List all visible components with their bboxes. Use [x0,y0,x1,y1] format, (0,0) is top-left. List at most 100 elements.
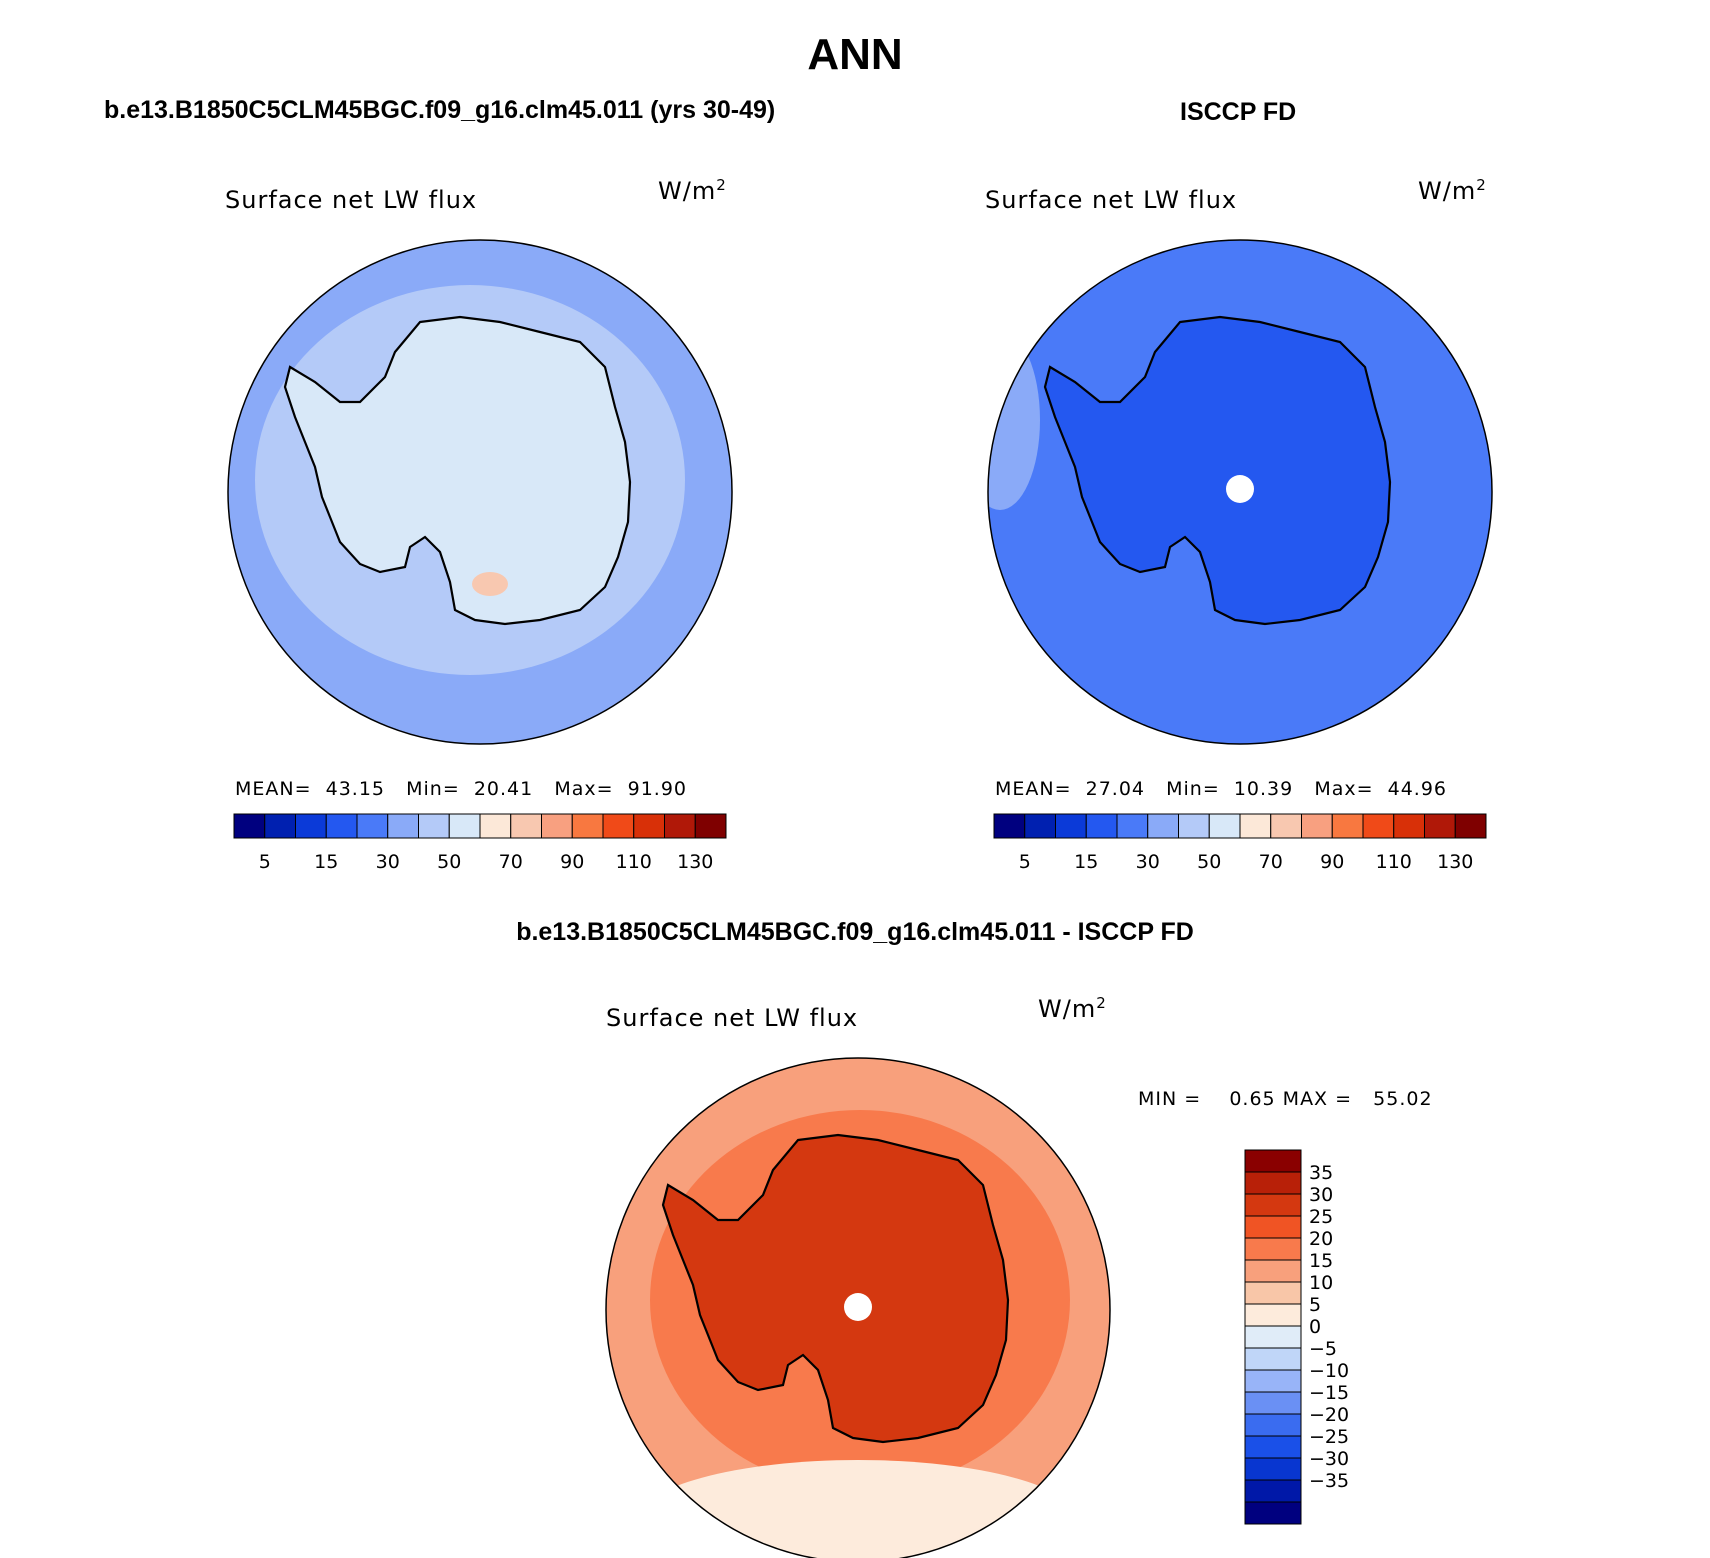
model-coastline [283,315,632,626]
colorbar-swatch [1244,1347,1302,1371]
colorbar-tick-label: 20 [1309,1228,1333,1250]
colorbar-swatch [510,813,542,839]
colorbar-swatch [418,813,450,839]
colorbar-swatch [1244,1171,1302,1195]
colorbar-swatch [1244,1149,1302,1173]
colorbar-swatch [479,813,512,839]
colorbar-tick-label: −25 [1309,1426,1349,1448]
colorbar-swatch [1454,813,1487,839]
colorbar-tick-label: −20 [1309,1404,1349,1426]
obs-coastline [1043,315,1392,626]
colorbar-tick-label: 35 [1309,1162,1333,1184]
model-case-title: b.e13.B1850C5CLM45BGC.f09_g16.clm45.011 … [104,96,776,124]
diff-panel-title: Surface net LW flux [606,1004,859,1032]
colorbar-tick-label: −35 [1309,1470,1349,1492]
colorbar-tick-label: −15 [1309,1382,1349,1404]
colorbar-swatch [1244,1325,1302,1349]
colorbar-swatch [1424,813,1456,839]
colorbar-swatch [1147,813,1179,839]
colorbar-tick-label: 15 [1309,1250,1333,1272]
diff-antarctica-field [663,1135,1008,1442]
model-stats: MEAN= 43.15 Min= 20.41 Max= 91.90 [235,778,688,800]
colorbar-tick-label: −5 [1309,1338,1337,1360]
model-units: W/m2 [658,176,727,205]
obs-pole-hole [1226,475,1254,503]
colorbar-tick-label: 30 [376,851,400,873]
colorbar-swatch [1055,813,1087,839]
diff-map [606,1058,1110,1558]
difference-title: b.e13.B1850C5CLM45BGC.f09_g16.clm45.011 … [516,918,1194,946]
colorbar-swatch [664,813,696,839]
colorbar-swatch [1244,1435,1302,1459]
colorbar-swatch [233,813,266,839]
colorbar-swatch [1239,813,1272,839]
obs-panel-title: Surface net LW flux [985,186,1238,214]
colorbar-swatch [295,813,327,839]
colorbar-swatch [1244,1479,1302,1503]
colorbar-tick-label: 130 [677,851,713,873]
colorbar-tick-label: 70 [1259,851,1283,873]
colorbar-swatch [1244,1215,1302,1239]
colorbar-tick-label: 15 [314,851,338,873]
colorbar-swatch [1244,1303,1302,1327]
colorbar-swatch [1301,813,1333,839]
colorbar-swatch [1270,813,1302,839]
colorbar-tick-label: 130 [1437,851,1473,873]
model-panel-title: Surface net LW flux [225,186,478,214]
obs-colorbar: 5 15 30 50 70 90 110 130 [993,813,1487,873]
colorbar-tick-label: 30 [1136,851,1160,873]
colorbar-tick-label: 5 [1019,851,1031,873]
obs-light-band [988,330,1040,510]
page-title: ANN [807,30,903,79]
colorbar-swatch [1116,813,1149,839]
obs-map-border [987,239,1493,745]
colorbar-tick-label: 5 [259,851,271,873]
colorbar-swatch [1244,1391,1302,1415]
colorbar-tick-label: 110 [1376,851,1412,873]
colorbar-swatch [448,813,481,839]
colorbar-swatch [264,813,296,839]
colorbar-swatch [387,813,419,839]
colorbar-swatch [1244,1193,1302,1217]
colorbar-swatch [1208,813,1241,839]
colorbar-tick-label: 90 [1320,851,1344,873]
colorbar-swatch [1362,813,1395,839]
colorbar-swatch [633,813,665,839]
model-colorbar: 5 15 30 50 70 90 110 130 [233,813,727,873]
colorbar-swatch [541,813,573,839]
colorbar-swatch [1331,813,1364,839]
colorbar-tick-label: 15 [1074,851,1098,873]
colorbar-swatch [325,813,358,839]
colorbar-tick-label: 25 [1309,1206,1333,1228]
colorbar-swatch [993,813,1026,839]
colorbar-tick-label: 50 [1197,851,1221,873]
colorbar-swatch [1244,1259,1302,1283]
obs-map [988,240,1492,744]
obs-stats: MEAN= 27.04 Min= 10.39 Max= 44.96 [995,778,1448,800]
colorbar-swatch [602,813,635,839]
colorbar-swatch [1393,813,1425,839]
obs-units: W/m2 [1418,176,1487,205]
model-antarctica-field [285,317,630,624]
colorbar-tick-label: −30 [1309,1448,1349,1470]
colorbar-swatch [1244,1413,1302,1437]
colorbar-tick-label: 30 [1309,1184,1333,1206]
colorbar-swatch [1244,1237,1302,1261]
colorbar-swatch [1244,1281,1302,1305]
colorbar-swatch [356,813,389,839]
colorbar-swatch [1085,813,1118,839]
colorbar-swatch [1244,1501,1302,1525]
colorbar-tick-label: 10 [1309,1272,1333,1294]
diff-stats: MIN = 0.65 MAX = 55.02 [1138,1088,1433,1110]
colorbar-swatch [571,813,604,839]
colorbar-swatch [694,813,727,839]
model-map-border [227,239,733,745]
diff-map-border [605,1057,1111,1558]
colorbar-tick-label: 110 [616,851,652,873]
colorbar-tick-label: 50 [437,851,461,873]
colorbar-tick-label: −10 [1309,1360,1349,1382]
colorbar-tick-label: 0 [1309,1316,1321,1338]
model-map [228,240,732,744]
